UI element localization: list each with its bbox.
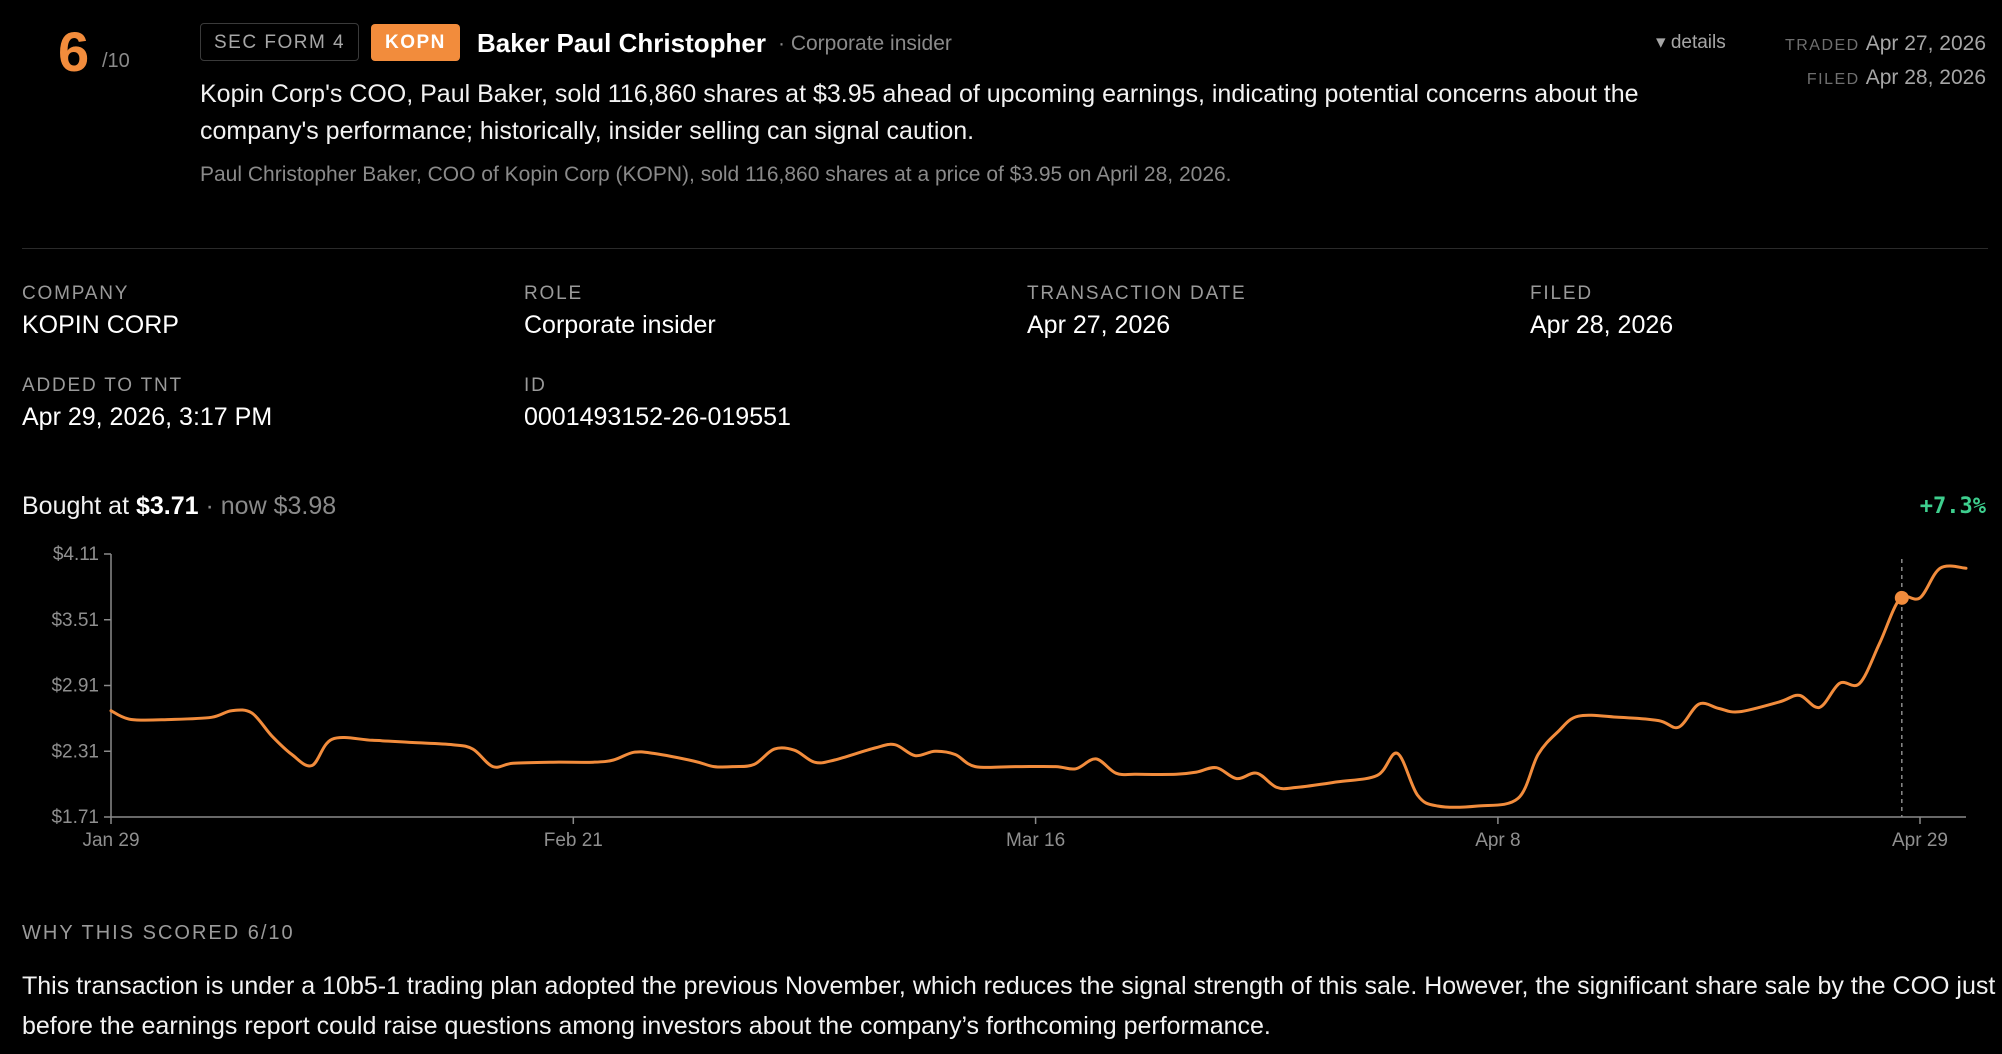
traded-label: TRADED bbox=[1784, 37, 1860, 54]
filed-field: FILED Apr 28, 2026 bbox=[1530, 281, 1673, 341]
price-chart[interactable]: $4.11 $3.51 $2.91 $2.31 $1.71 Jan 29 Feb 21 Ma… bbox=[0, 530, 2002, 860]
headline: Kopin Corp's COO, Paul Baker, sold 116,8… bbox=[200, 80, 1639, 145]
x-tick-label: Jan 29 bbox=[82, 830, 139, 851]
performance-change: +7.3% bbox=[1919, 494, 1986, 519]
x-tick-label: Feb 21 bbox=[544, 830, 603, 851]
traded-date: Apr 27, 2026 bbox=[1865, 32, 1986, 55]
line-layer bbox=[109, 564, 1968, 809]
why-scored-text: This transaction is under a 10b5-1 tradi… bbox=[22, 972, 1996, 1040]
x-tick-label: Apr 8 bbox=[1475, 830, 1520, 851]
current-price: · now $3.98 bbox=[205, 492, 337, 520]
added-label: ADDED TO TNT bbox=[22, 375, 183, 396]
x-axis: Jan 29 Feb 21 Mar 16 Apr 8 Apr 29 bbox=[82, 816, 1966, 851]
bought-at-summary: Bought at $3.71 · now $3.98 bbox=[22, 490, 336, 522]
transaction-date-label: TRANSACTION DATE bbox=[1027, 283, 1247, 304]
summary-line: Paul Christopher Baker, COO of Kopin Cor… bbox=[200, 163, 1232, 186]
ticker-badge[interactable]: KOPN bbox=[371, 24, 460, 61]
y-tick-label: $4.11 bbox=[53, 544, 99, 565]
details-toggle[interactable]: ▾ details bbox=[1656, 32, 1726, 53]
price-series-line bbox=[109, 564, 1968, 809]
x-tick-label: Apr 29 bbox=[1892, 830, 1948, 851]
y-axis: $4.11 $3.51 $2.91 $2.31 $1.71 bbox=[51, 544, 112, 828]
y-tick-label: $1.71 bbox=[51, 807, 99, 828]
company-value: KOPIN CORP bbox=[22, 311, 179, 339]
filed-label: FILED bbox=[1806, 71, 1860, 88]
role-field: ROLE Corporate insider bbox=[524, 281, 716, 341]
divider bbox=[22, 248, 1988, 249]
company-field: COMPANY KOPIN CORP bbox=[22, 281, 179, 341]
id-field: ID 0001493152-26-019551 bbox=[524, 373, 791, 433]
id-label: ID bbox=[524, 375, 547, 396]
filed-date: Apr 28, 2026 bbox=[1865, 66, 1986, 89]
insider-name[interactable]: Baker Paul Christopher bbox=[477, 28, 766, 58]
y-tick-label: $2.91 bbox=[51, 676, 99, 697]
role-value: Corporate insider bbox=[524, 311, 716, 339]
filed-meta: FILED Apr 28, 2026 bbox=[1807, 64, 1986, 94]
x-tick-label: Mar 16 bbox=[1006, 830, 1065, 851]
added-value: Apr 29, 2026, 3:17 PM bbox=[22, 403, 273, 431]
traded-meta: TRADED Apr 27, 2026 bbox=[1785, 30, 1986, 60]
score-max: /10 bbox=[102, 50, 130, 72]
filed-field-value: Apr 28, 2026 bbox=[1530, 311, 1674, 339]
insider-role: · Corporate insider bbox=[778, 32, 952, 55]
company-label: COMPANY bbox=[22, 283, 130, 304]
id-value: 0001493152-26-019551 bbox=[524, 403, 791, 431]
transaction-date-value: Apr 27, 2026 bbox=[1027, 311, 1171, 339]
filed-field-label: FILED bbox=[1530, 283, 1593, 304]
bought-price: $3.71 bbox=[135, 492, 199, 520]
form-type-badge: SEC FORM 4 bbox=[200, 23, 360, 61]
y-tick-label: $3.51 bbox=[51, 610, 99, 631]
role-label: ROLE bbox=[524, 283, 583, 304]
bought-prefix: Bought at bbox=[22, 492, 130, 520]
transaction-date-field: TRANSACTION DATE Apr 27, 2026 bbox=[1027, 281, 1247, 341]
y-tick-label: $2.31 bbox=[51, 741, 99, 762]
purchase-marker bbox=[1894, 590, 1909, 605]
score-value: 6 bbox=[58, 20, 90, 83]
why-scored-label: WHY THIS SCORED 6/10 bbox=[22, 922, 295, 944]
added-field: ADDED TO TNT Apr 29, 2026, 3:17 PM bbox=[22, 373, 272, 433]
